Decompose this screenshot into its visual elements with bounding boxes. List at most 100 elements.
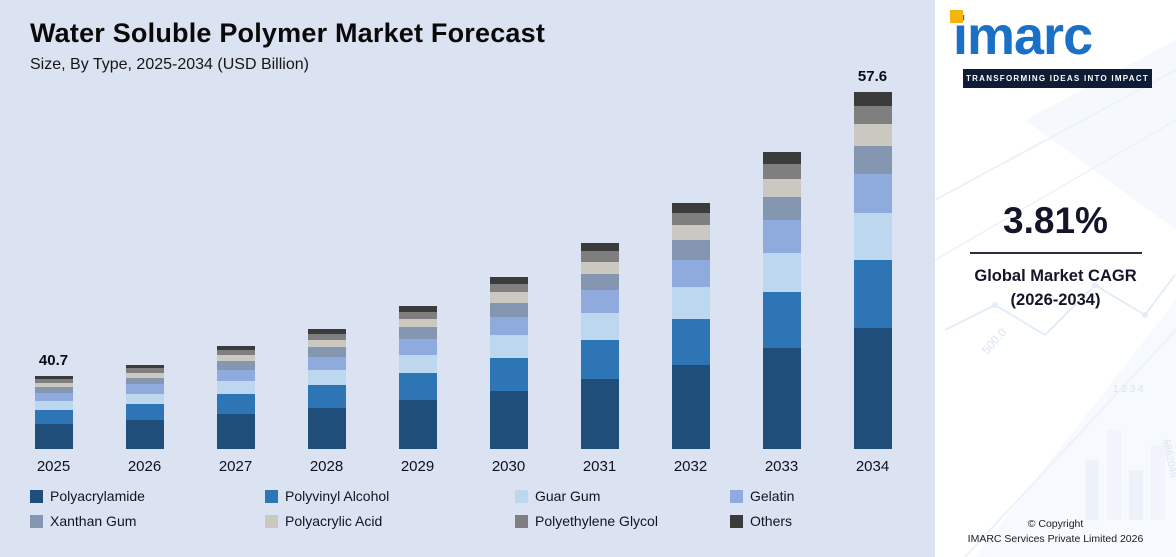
x-axis-label-2034: 2034 <box>855 458 890 475</box>
bar-slot-2033: 2033 <box>736 128 827 476</box>
bar-segment-gelatin <box>307 356 346 370</box>
bar-slot-2027: 2027 <box>190 322 281 476</box>
x-axis-label-2032: 2032 <box>673 458 708 475</box>
bar-segment-polyvinyl-alcohol <box>489 357 528 391</box>
bar-segment-guar-gum <box>34 400 73 411</box>
page-title: Water Soluble Polymer Market Forecast <box>30 18 546 48</box>
bar-segment-xanthan-gum <box>125 377 164 385</box>
bar-segment-others <box>398 306 437 312</box>
legend-swatch-polyvinyl-alcohol <box>265 489 278 503</box>
bar-segment-xanthan-gum <box>398 327 437 339</box>
legend-label: Polyvinyl Alcohol <box>285 488 390 504</box>
x-axis-label-2029: 2029 <box>400 458 435 475</box>
bar-segment-polyacrylic-acid <box>580 261 619 274</box>
bar-segment-polyvinyl-alcohol <box>580 339 619 379</box>
logo-text: imarc <box>953 6 1093 66</box>
x-axis-label-2031: 2031 <box>582 458 617 475</box>
x-axis-label-2028: 2028 <box>309 458 344 475</box>
bar-segment-gelatin <box>762 220 801 253</box>
legend-swatch-polyethylene-glycol <box>515 514 528 528</box>
bar-2026 <box>125 365 164 449</box>
bar-segment-xanthan-gum <box>853 145 892 175</box>
legend-item-polyethylene-glycol: Polyethylene Glycol <box>515 513 730 529</box>
bar-2027 <box>216 346 255 449</box>
bar-2028 <box>307 329 346 449</box>
bar-segment-polyacrylamide <box>34 424 73 449</box>
bar-segment-polyvinyl-alcohol <box>307 385 346 409</box>
bar-segment-xanthan-gum <box>489 302 528 317</box>
bar-segment-polyacrylamide <box>580 378 619 449</box>
legend-item-polyvinyl-alcohol: Polyvinyl Alcohol <box>265 488 515 504</box>
bar-segment-polyacrylic-acid <box>853 124 892 146</box>
chart-panel: Water Soluble Polymer Market Forecast Si… <box>0 0 935 557</box>
cagr-block: 3.81% Global Market CAGR (2026-2034) <box>935 200 1176 314</box>
bar-segment-polyethylene-glycol <box>580 251 619 262</box>
brand-sidebar: 500.0 1 2 3 4 6862048 imarc TRANSFORMING… <box>935 0 1176 557</box>
bar-segment-polyacrylic-acid <box>489 292 528 303</box>
bar-2033 <box>762 152 801 449</box>
bar-segment-gelatin <box>125 384 164 394</box>
bar-segment-polyacrylamide <box>762 348 801 449</box>
bar-segment-polyacrylamide <box>307 408 346 449</box>
legend-item-polyacrylic-acid: Polyacrylic Acid <box>265 513 515 529</box>
bar-segment-polyvinyl-alcohol <box>216 394 255 414</box>
legend-item-polyacrylamide: Polyacrylamide <box>30 488 265 504</box>
bar-2025 <box>34 376 73 449</box>
bar-segment-gelatin <box>853 174 892 214</box>
bar-segment-guar-gum <box>398 354 437 374</box>
decorative-number: 1 2 3 4 <box>1113 384 1144 395</box>
bar-segment-gelatin <box>489 316 528 336</box>
bar-segment-gelatin <box>580 290 619 314</box>
bar-2031 <box>580 243 619 449</box>
bar-segment-xanthan-gum <box>671 239 710 260</box>
bar-segment-polyacrylamide <box>216 413 255 449</box>
bar-segment-guar-gum <box>853 213 892 260</box>
bar-2029 <box>398 306 437 449</box>
legend-swatch-others <box>730 514 743 528</box>
bar-2030 <box>489 277 528 449</box>
bar-slot-2034: 57.6 2034 <box>827 68 918 476</box>
bar-segment-gelatin <box>671 259 710 287</box>
bar-segment-others <box>34 376 73 379</box>
bar-slot-2030: 2030 <box>463 253 554 476</box>
bar-segment-others <box>216 346 255 351</box>
bar-segment-polyvinyl-alcohol <box>762 291 801 348</box>
bar-segment-polyacrylamide <box>853 327 892 449</box>
bar-segment-guar-gum <box>125 393 164 405</box>
bar-segment-polyvinyl-alcohol <box>34 410 73 425</box>
bar-slot-2031: 2031 <box>554 219 645 476</box>
bar-segment-polyacrylic-acid <box>398 318 437 328</box>
bar-segment-others <box>671 203 710 213</box>
bar-segment-others <box>489 277 528 284</box>
legend-item-guar-gum: Guar Gum <box>515 488 730 504</box>
bar-segment-polyethylene-glycol <box>671 212 710 226</box>
bar-slot-2025: 40.7 2025 <box>8 352 99 476</box>
bar-segment-polyethylene-glycol <box>307 333 346 340</box>
bar-segment-polyvinyl-alcohol <box>853 259 892 328</box>
bar-segment-polyethylene-glycol <box>762 163 801 179</box>
cagr-label-line2: (2026-2034) <box>1010 291 1101 310</box>
bar-segment-guar-gum <box>307 369 346 386</box>
bar-segment-polyacrylic-acid <box>762 178 801 197</box>
bar-segment-polyethylene-glycol <box>216 350 255 356</box>
legend-swatch-xanthan-gum <box>30 514 43 528</box>
x-axis-label-2030: 2030 <box>491 458 526 475</box>
logo-tagline: TRANSFORMING IDEAS INTO IMPACT <box>963 68 1152 88</box>
bar-segment-gelatin <box>34 392 73 401</box>
x-axis-label-2033: 2033 <box>764 458 799 475</box>
legend-label: Others <box>750 513 793 529</box>
bar-segment-others <box>762 152 801 164</box>
sidebar-content: imarc TRANSFORMING IDEAS INTO IMPACT 3.8… <box>935 0 1176 557</box>
legend-label: Polyacrylamide <box>50 488 145 504</box>
legend-label: Polyacrylic Acid <box>285 513 383 529</box>
legend-item-xanthan-gum: Xanthan Gum <box>30 513 265 529</box>
bar-segment-polyacrylic-acid <box>216 355 255 362</box>
legend-label: Polyethylene Glycol <box>535 513 658 529</box>
legend-swatch-guar-gum <box>515 489 528 503</box>
bar-segment-polyacrylamide <box>671 365 710 449</box>
bar-segment-polyacrylamide <box>125 420 164 449</box>
bar-segment-polyethylene-glycol <box>34 378 73 383</box>
page-subtitle: Size, By Type, 2025-2034 (USD Billion) <box>30 56 309 73</box>
bar-segment-polyvinyl-alcohol <box>398 373 437 401</box>
x-axis-label-2027: 2027 <box>218 458 253 475</box>
